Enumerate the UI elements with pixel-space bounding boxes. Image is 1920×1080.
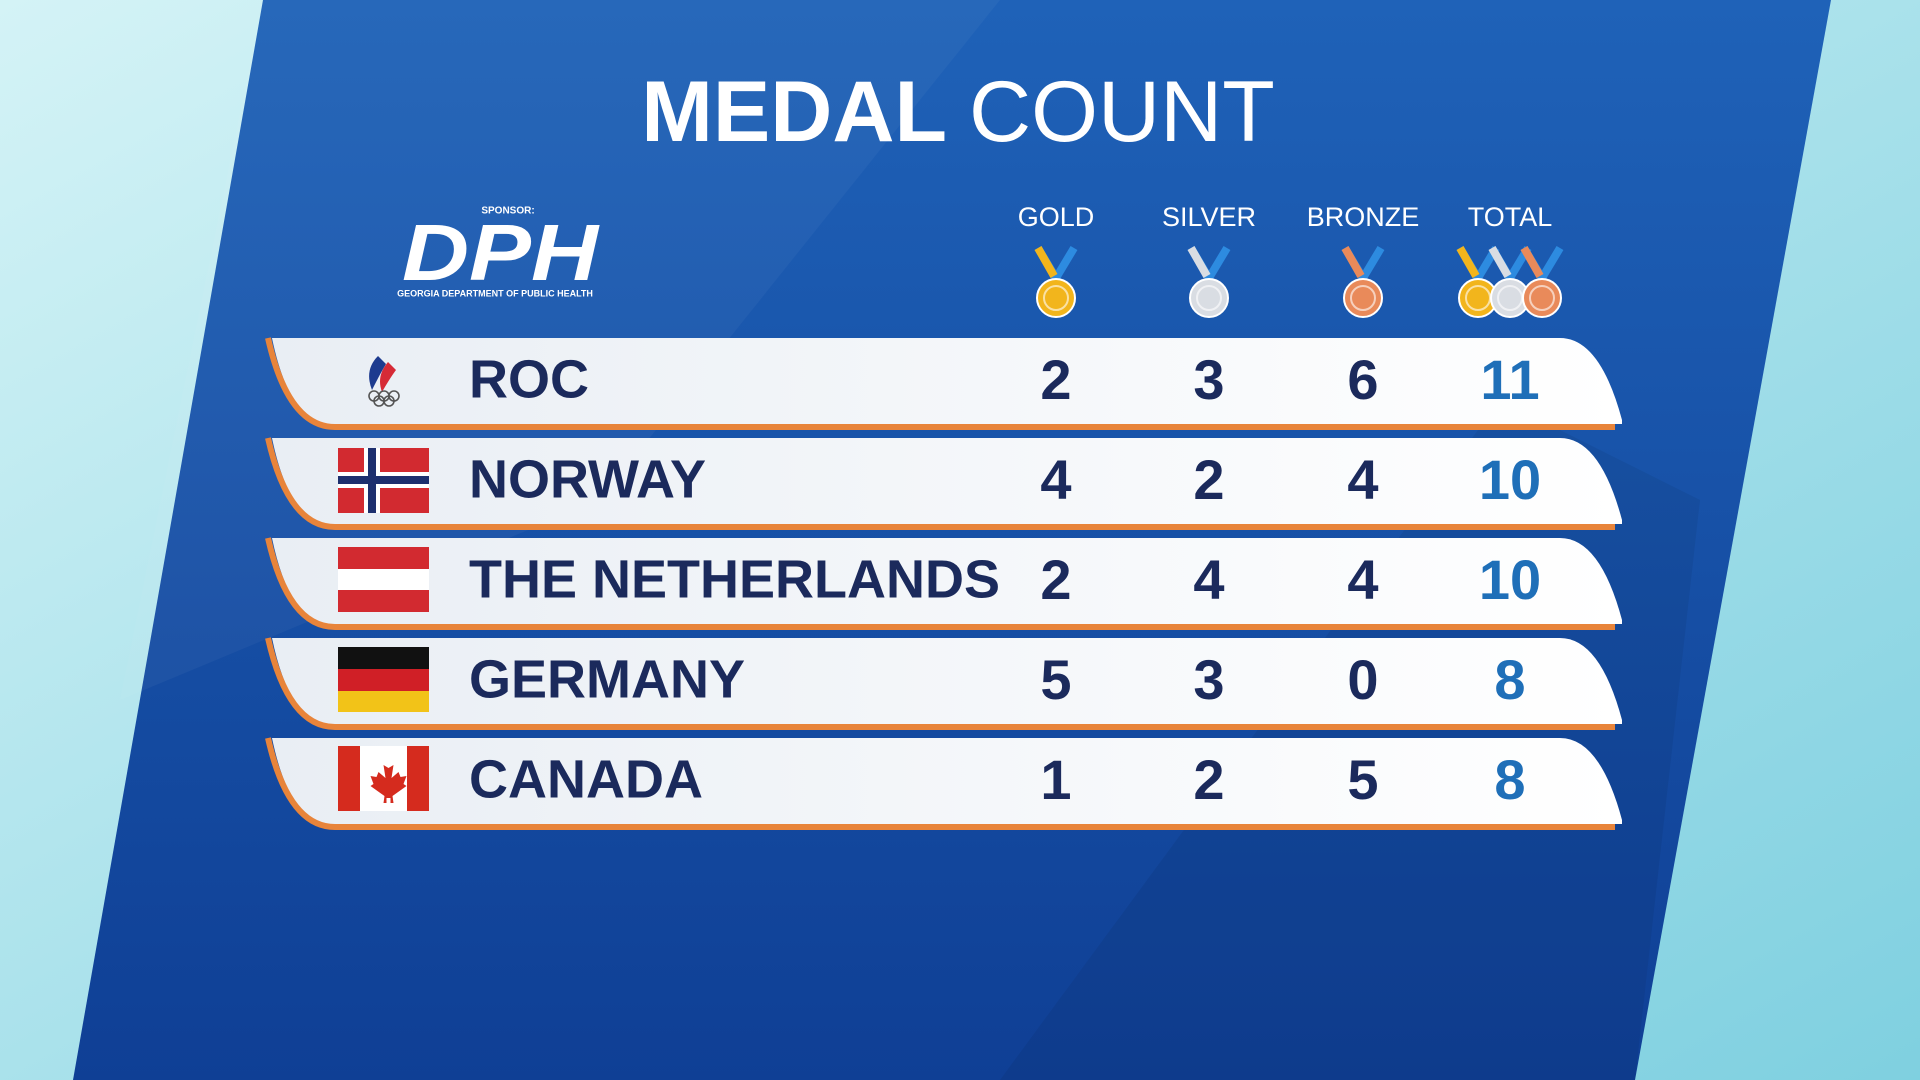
row-background (272, 738, 1622, 824)
gold-count: 1 (1040, 748, 1071, 811)
table-row: THE NETHERLANDS 2 4 4 10 (265, 537, 1622, 630)
flag-roc (368, 356, 400, 407)
silver-count: 2 (1193, 748, 1224, 811)
table-row: CANADA 1 2 5 8 (265, 737, 1622, 830)
total-count: 8 (1494, 748, 1525, 811)
row-underline (265, 637, 1615, 730)
medal (1189, 278, 1229, 318)
medal-inner (1196, 285, 1222, 311)
column-header: TOTAL (1468, 202, 1553, 232)
row-underline (265, 337, 1615, 430)
row-background (272, 538, 1622, 624)
bronze-count: 0 (1347, 648, 1378, 711)
silver-count: 2 (1193, 448, 1224, 511)
row-background (272, 638, 1622, 724)
gold-count: 2 (1040, 548, 1071, 611)
total-count: 10 (1479, 548, 1541, 611)
medal-ribbon (1456, 246, 1480, 278)
row-background (272, 438, 1622, 524)
table-header: GOLD SILVER BRONZE TOTAL (1018, 202, 1564, 318)
silver-count: 4 (1193, 548, 1224, 611)
table-row: ROC 2 3 6 11 (265, 337, 1622, 430)
medal-ribbon (1520, 246, 1544, 278)
sponsor-logo: SPONSOR: DPH GEORGIA DEPARTMENT OF PUBLI… (397, 206, 601, 299)
total-count: 11 (1480, 348, 1539, 411)
bronze-count: 6 (1347, 348, 1378, 411)
country-name: GERMANY (469, 649, 745, 709)
table-row: GERMANY 5 3 0 8 (265, 637, 1622, 730)
bronze-count: 5 (1347, 748, 1378, 811)
column-header: GOLD (1018, 202, 1095, 232)
silver-count: 3 (1193, 648, 1224, 711)
total-count: 8 (1494, 648, 1525, 711)
medal-ribbon (1341, 246, 1365, 278)
medal (1522, 278, 1562, 318)
flag-canada (338, 746, 429, 811)
flag-germany (338, 647, 429, 712)
flags (338, 356, 429, 811)
gold-count: 4 (1040, 448, 1071, 511)
bronze-count: 4 (1347, 548, 1378, 611)
sponsor-name: GEORGIA DEPARTMENT OF PUBLIC HEALTH (397, 288, 593, 298)
sponsor-logo-text: DPH (402, 208, 601, 297)
row-underline (265, 437, 1615, 530)
row-underline (265, 537, 1615, 630)
medal-inner (1529, 285, 1555, 311)
country-name: ROC (469, 349, 589, 409)
country-name: THE NETHERLANDS (469, 549, 1000, 609)
medal-inner (1043, 285, 1069, 311)
medal (1036, 278, 1076, 318)
sponsor-label: SPONSOR: (481, 206, 534, 217)
title-bold: MEDAL (641, 64, 947, 160)
flag-norway (338, 448, 429, 513)
flag-netherlands (338, 547, 429, 612)
total-count: 10 (1479, 448, 1541, 511)
medal-ribbon (1187, 246, 1211, 278)
column-header: BRONZE (1307, 202, 1420, 232)
medal-ribbon (1488, 246, 1512, 278)
column-header: SILVER (1162, 202, 1256, 232)
title: MEDAL COUNT (641, 64, 1275, 160)
row-underline (265, 737, 1615, 830)
row-background (272, 338, 1622, 424)
country-name: CANADA (469, 749, 703, 809)
silver-count: 3 (1193, 348, 1224, 411)
medal-inner (1350, 285, 1376, 311)
bronze-count: 4 (1347, 448, 1378, 511)
title-light: COUNT (969, 64, 1275, 160)
medal-ribbon (1034, 246, 1058, 278)
table-row: NORWAY 4 2 4 10 (265, 437, 1622, 530)
gold-count: 2 (1040, 348, 1071, 411)
gold-count: 5 (1040, 648, 1071, 711)
country-name: NORWAY (469, 449, 706, 509)
medal (1343, 278, 1383, 318)
